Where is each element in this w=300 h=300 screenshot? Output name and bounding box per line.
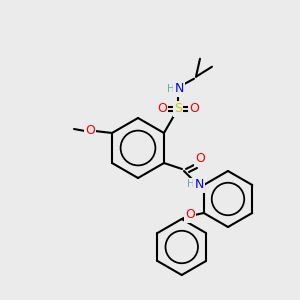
Text: O: O [189,102,199,115]
Text: N: N [194,178,204,191]
Text: H: H [187,179,195,189]
Text: O: O [157,102,167,115]
Text: O: O [195,152,205,166]
Text: O: O [85,124,95,137]
Text: N: N [174,82,184,95]
Text: O: O [185,208,195,221]
Text: S: S [174,102,182,115]
Text: H: H [167,84,175,94]
